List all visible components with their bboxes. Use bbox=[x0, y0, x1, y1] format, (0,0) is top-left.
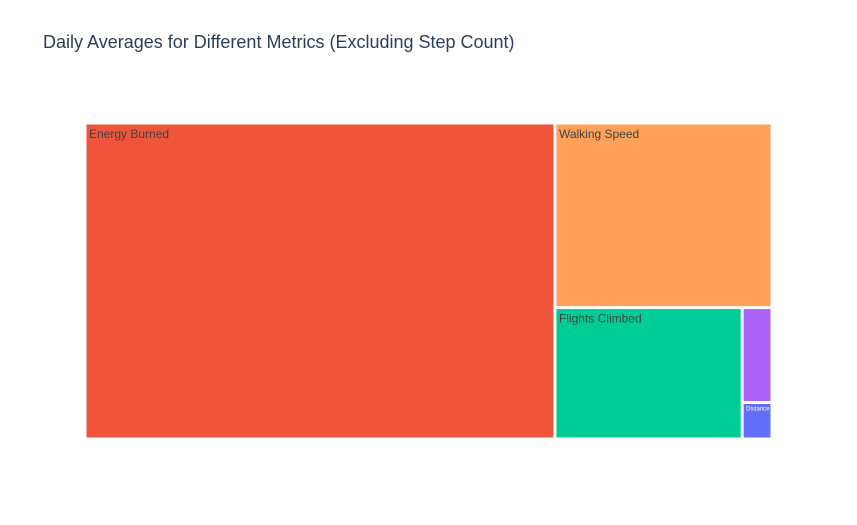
tile-label: Flights Climbed bbox=[559, 311, 642, 325]
tile-label: Walking Speed bbox=[559, 127, 639, 141]
chart-title: Daily Averages for Different Metrics (Ex… bbox=[43, 32, 515, 52]
tile-label: Energy Burned bbox=[89, 127, 169, 141]
treemap-tile bbox=[743, 403, 771, 438]
treemap-tile bbox=[556, 124, 771, 307]
tile-label: Distance bbox=[746, 407, 770, 413]
treemap-tile bbox=[556, 309, 741, 438]
treemap-tile bbox=[86, 124, 554, 438]
treemap-tile bbox=[743, 309, 771, 401]
